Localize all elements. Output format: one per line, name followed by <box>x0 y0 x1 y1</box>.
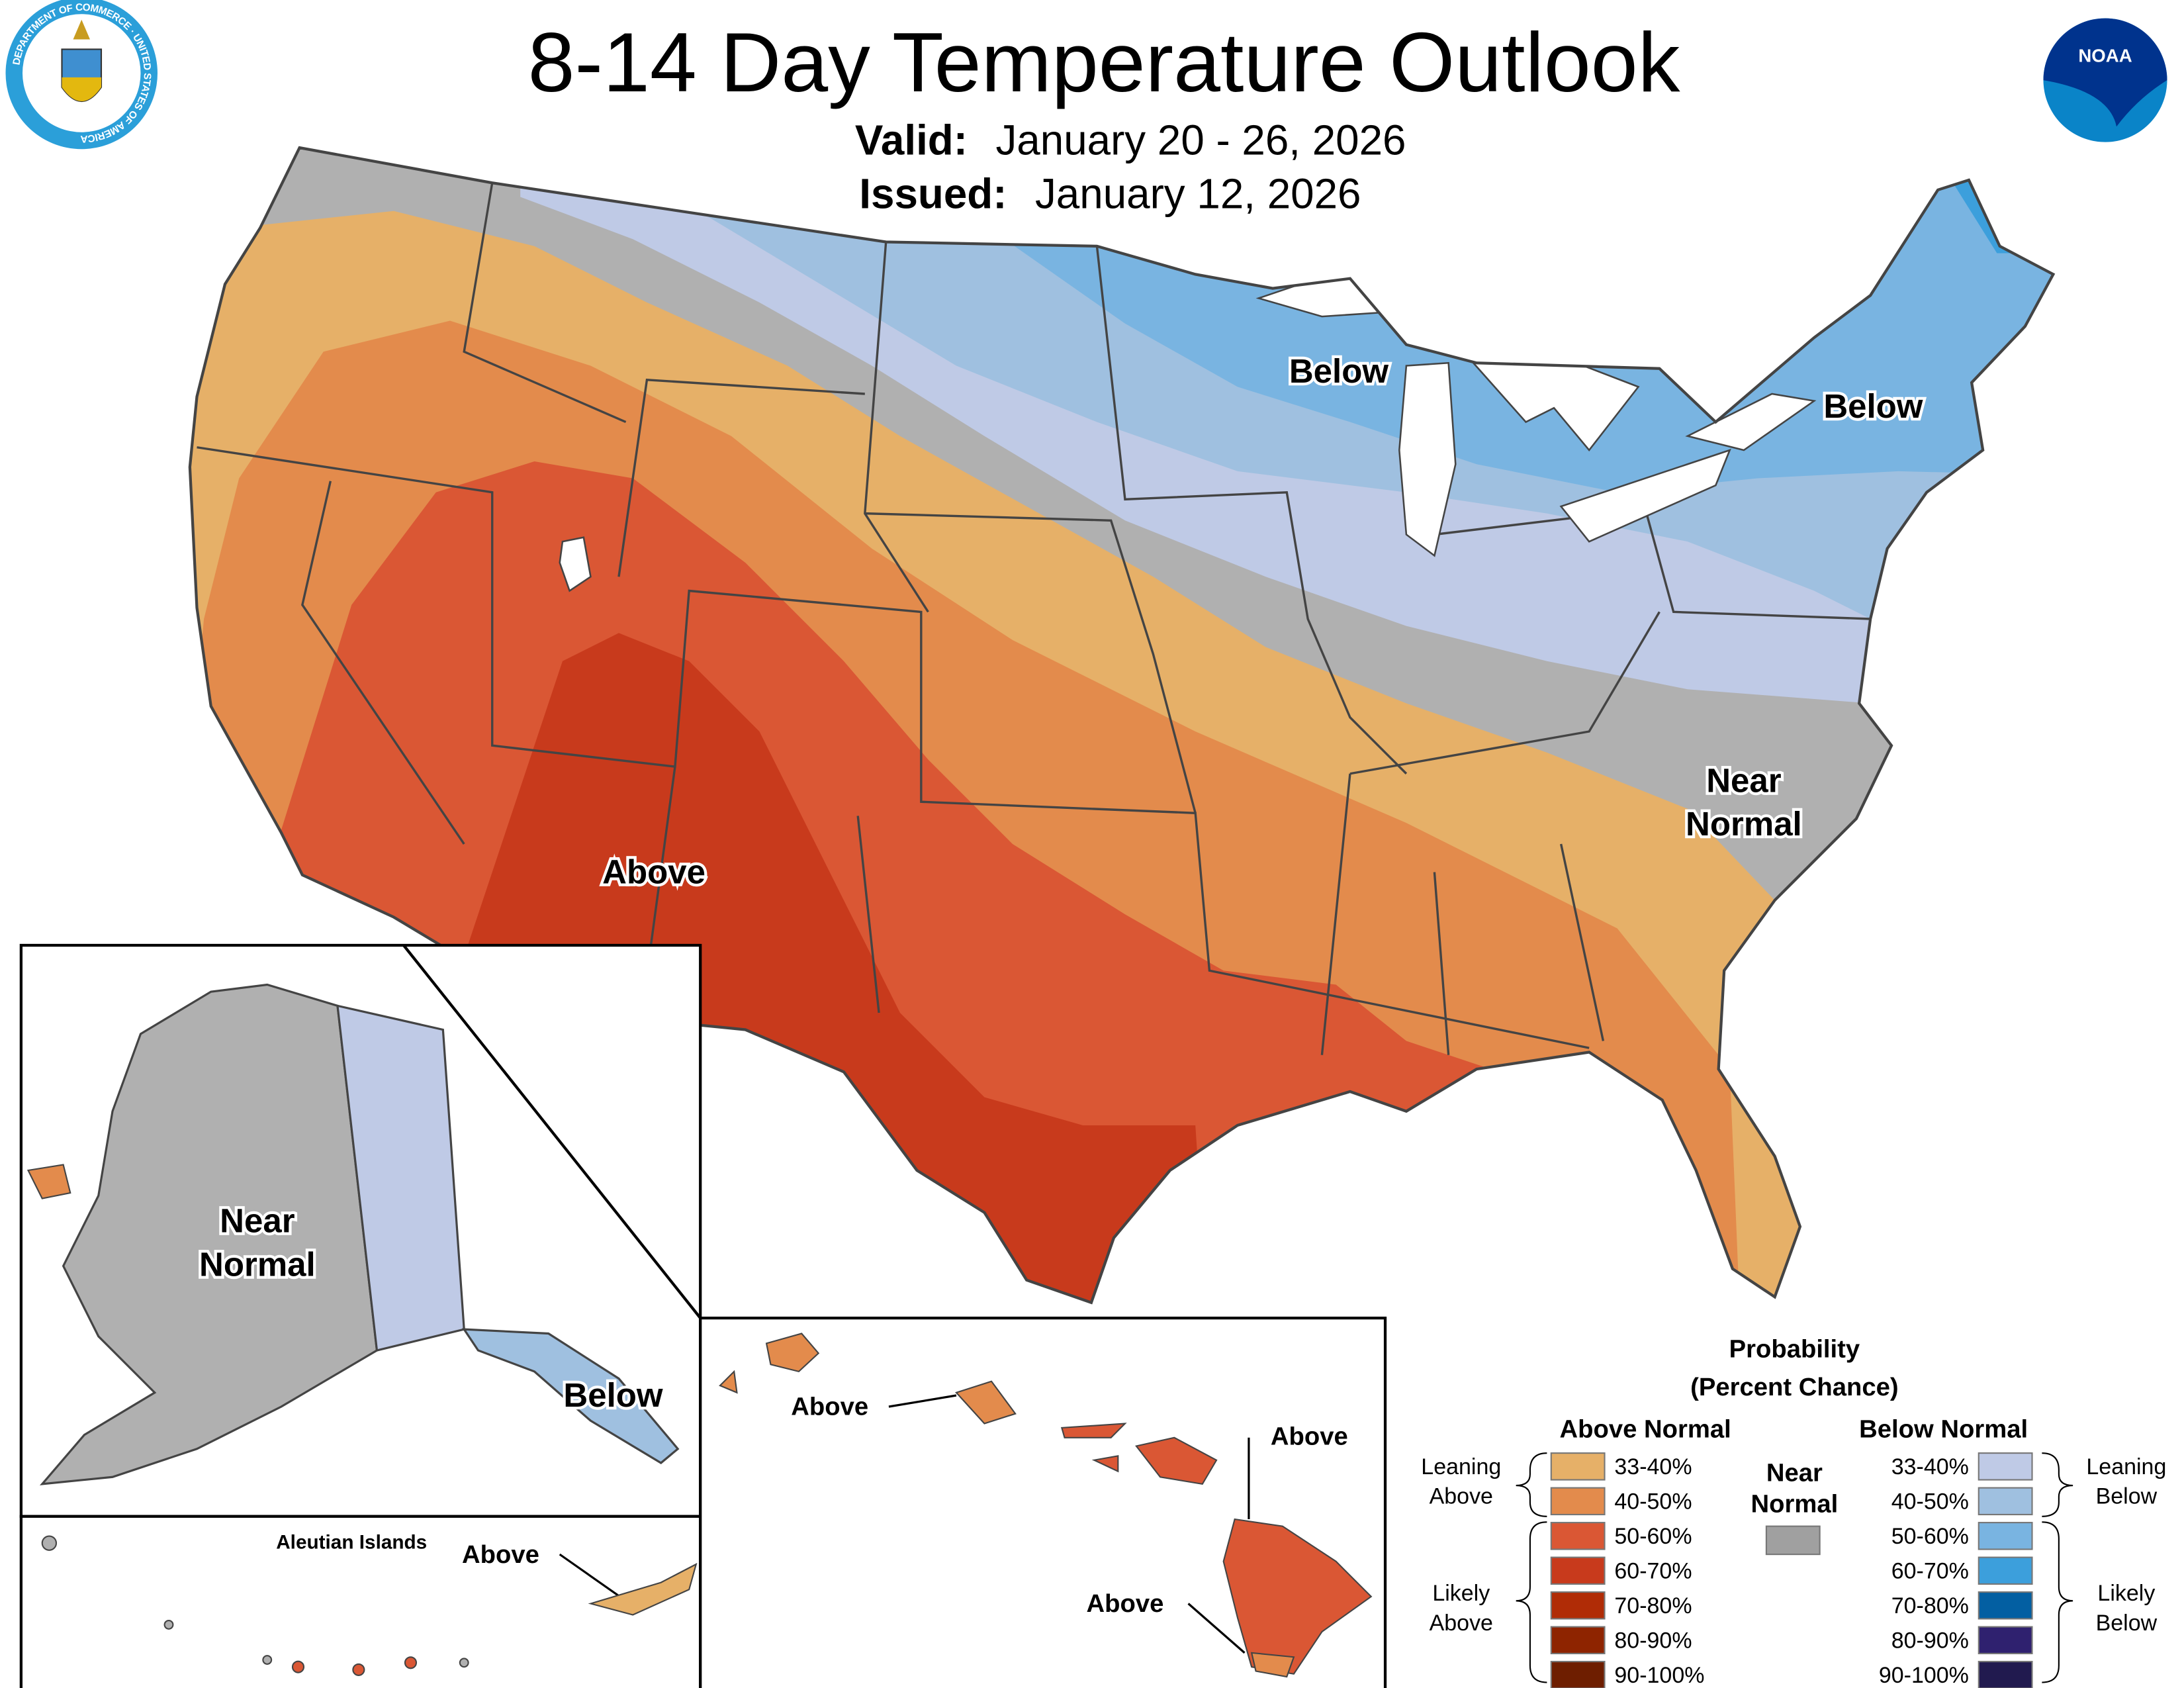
label-near-normal-1: Near <box>1706 761 1782 799</box>
legend-likely-below-2: Below <box>2096 1611 2158 1636</box>
legend-leaning-above-1: Leaning <box>1421 1454 1501 1479</box>
legend-swatch-below-6 <box>1978 1660 2033 1688</box>
label-below-midwest: Below <box>1289 352 1388 390</box>
legend-label-above-1: 40-50% <box>1614 1489 1692 1514</box>
label-above-southwest: Above <box>602 853 705 890</box>
legend-label-below-4: 70-80% <box>1891 1593 1969 1618</box>
legend-label-below-6: 90-100% <box>1879 1663 1969 1688</box>
legend-near-2: Normal <box>1751 1489 1839 1518</box>
legend-label-below-3: 60-70% <box>1891 1558 1969 1583</box>
legend-leaning-below-2: Below <box>2096 1484 2158 1509</box>
legend-label-below-0: 33-40% <box>1891 1454 1969 1479</box>
legend-swatch-below-0 <box>1978 1452 2033 1481</box>
legend-likely-below-1: Likely <box>2097 1581 2155 1606</box>
legend-swatch-above-3 <box>1550 1556 1606 1585</box>
label-near-normal-2: Normal <box>1686 805 1802 843</box>
legend-above-rows: 33-40% 40-50% 50-60% 60-70% 70-80% 80-90% 90-1… <box>1550 1452 1704 1688</box>
legend-label-above-4: 70-80% <box>1614 1593 1692 1618</box>
legend-title-1: Probability <box>1729 1335 1860 1364</box>
legend-likely-above-1: Likely <box>1432 1581 1490 1606</box>
legend-label-above-3: 60-70% <box>1614 1558 1692 1583</box>
commerce-seal-icon: DEPARTMENT OF COMMERCE · UNITED STATES O… <box>5 0 158 150</box>
legend-below-rows: 33-40% 40-50% 50-60% 60-70% 70-80% 80-90% 90-1… <box>1879 1452 2033 1688</box>
legend-label-above-6: 90-100% <box>1614 1663 1704 1688</box>
legend-likely-above-2: Above <box>1430 1611 1493 1636</box>
valid-value: January 20 - 26, 2026 <box>995 117 1406 164</box>
hawaii-inset: Above Above Above <box>699 1317 1387 1688</box>
legend-near-1: Near <box>1766 1459 1823 1487</box>
legend-swatch-above-0 <box>1550 1452 1606 1481</box>
legend-above-header: Above Normal <box>1560 1415 1731 1444</box>
legend: Probability (Percent Chance) Above Norma… <box>1421 1335 2166 1688</box>
page-title: 8-14 Day Temperature Outlook <box>528 16 1680 110</box>
hawaii-label-big-island: Above <box>1087 1589 1164 1618</box>
legend-label-below-1: 40-50% <box>1891 1489 1969 1514</box>
hawaii-label-maui: Above <box>1271 1422 1348 1450</box>
legend-swatch-below-4 <box>1978 1591 2033 1620</box>
legend-title-2: (Percent Chance) <box>1690 1373 1898 1401</box>
legend-swatch-above-4 <box>1550 1591 1606 1620</box>
aleutian-inset: Aleutian Islands Above <box>19 1515 702 1688</box>
legend-label-above-0: 33-40% <box>1614 1454 1692 1479</box>
noaa-logo-text: NOAA <box>2078 45 2132 66</box>
legend-label-below-5: 80-90% <box>1891 1628 1969 1653</box>
legend-swatch-below-2 <box>1978 1522 2033 1550</box>
state-borders <box>197 182 1871 1055</box>
legend-swatch-above-5 <box>1550 1626 1606 1654</box>
label-below-northeast: Below <box>1823 387 1923 425</box>
legend-swatch-above-1 <box>1550 1487 1606 1516</box>
legend-swatch-near-normal <box>1765 1525 1821 1556</box>
legend-leaning-below-1: Leaning <box>2086 1454 2166 1479</box>
aleutian-label-above: Above <box>462 1540 539 1569</box>
hawaii-label-oahu: Above <box>791 1393 868 1421</box>
legend-swatch-below-5 <box>1978 1626 2033 1654</box>
legend-label-above-2: 50-60% <box>1614 1524 1692 1549</box>
alaska-label-near: Near <box>220 1201 295 1239</box>
legend-label-below-2: 50-60% <box>1891 1524 1969 1549</box>
legend-swatch-above-2 <box>1550 1522 1606 1550</box>
legend-below-header: Below Normal <box>1859 1415 2028 1444</box>
legend-swatch-above-6 <box>1550 1660 1606 1688</box>
issued-value: January 12, 2026 <box>1035 169 1361 217</box>
aleutian-title: Aleutian Islands <box>276 1532 427 1554</box>
alaska-inset: Near Normal Below <box>19 943 702 1518</box>
noaa-logo-icon: NOAA <box>2043 18 2167 142</box>
legend-leaning-above-2: Above <box>1430 1484 1493 1509</box>
valid-label: Valid: <box>855 117 968 164</box>
issued-label: Issued: <box>859 169 1007 217</box>
alaska-label-below: Below <box>563 1376 662 1414</box>
legend-swatch-below-3 <box>1978 1556 2033 1585</box>
alaska-label-normal: Normal <box>199 1245 316 1283</box>
legend-label-above-5: 80-90% <box>1614 1628 1692 1653</box>
legend-swatch-below-1 <box>1978 1487 2033 1516</box>
